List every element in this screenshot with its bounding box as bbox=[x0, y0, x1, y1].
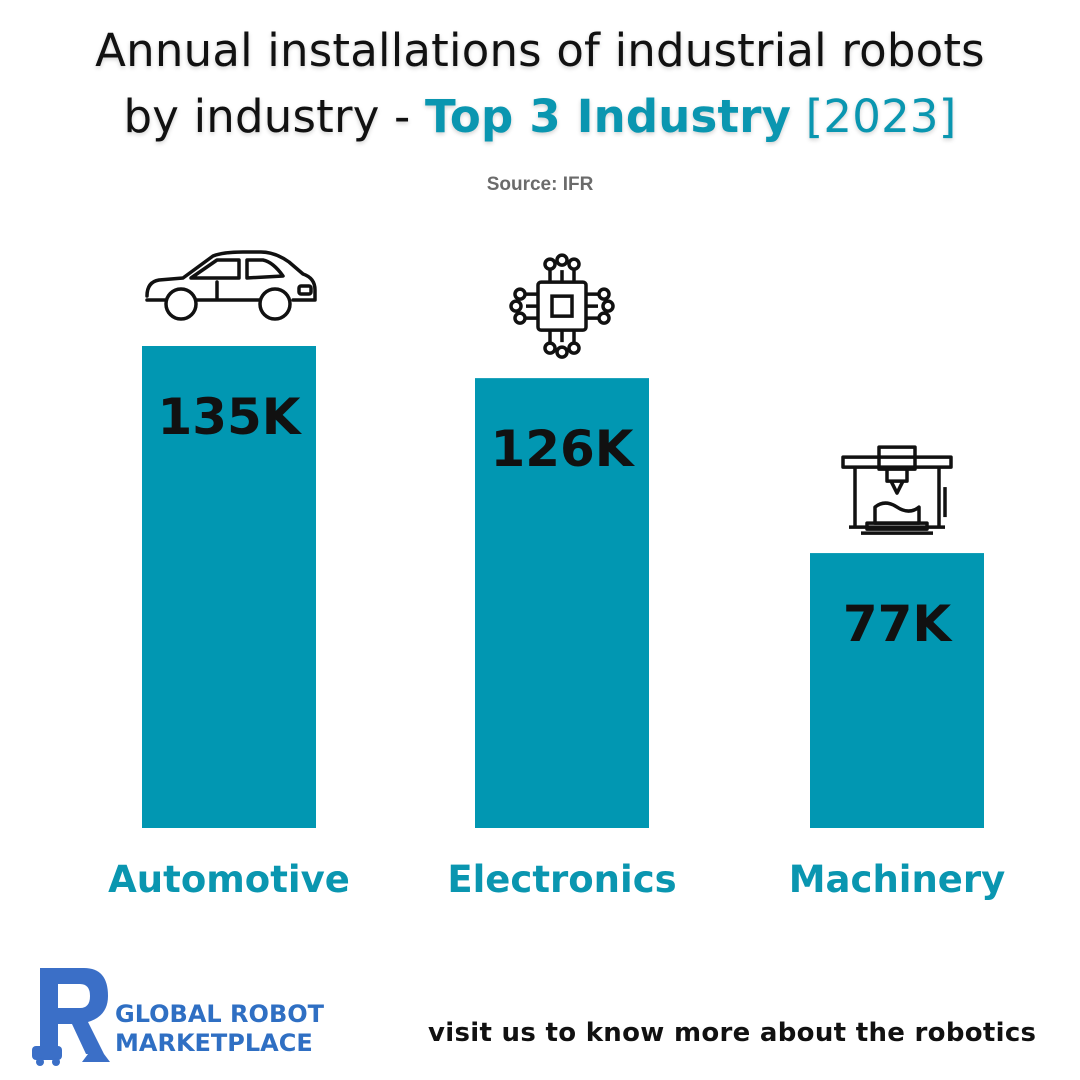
brand-logo-icon bbox=[32, 968, 110, 1066]
value-label-automotive: 135K bbox=[157, 388, 302, 446]
bar-automotive bbox=[142, 346, 316, 828]
chart-title: Annual installations of industrial robot… bbox=[0, 18, 1080, 150]
machine-icon bbox=[841, 445, 953, 535]
car-icon bbox=[145, 250, 317, 321]
title-line-1: Annual installations of industrial robot… bbox=[95, 24, 985, 77]
title-line-2: by industry - Top 3 Industry [2023] bbox=[0, 84, 1080, 150]
category-label-electronics: Electronics bbox=[447, 858, 676, 901]
title-highlight: Top 3 Industry bbox=[425, 90, 792, 143]
category-label-automotive: Automotive bbox=[108, 858, 350, 901]
value-label-electronics: 126K bbox=[490, 420, 635, 478]
title-prefix: by industry - bbox=[123, 90, 411, 143]
title-year: [2023] bbox=[805, 90, 957, 143]
brand-name: GLOBAL ROBOT MARKETPLACE bbox=[115, 1000, 324, 1058]
brand-line-2: MARKETPLACE bbox=[115, 1029, 313, 1057]
bar-machinery bbox=[810, 553, 984, 828]
value-label-machinery: 77K bbox=[843, 595, 954, 653]
brand-line-1: GLOBAL ROBOT bbox=[115, 1000, 325, 1028]
source-note: Source: IFR bbox=[486, 174, 594, 195]
bar-electronics bbox=[475, 378, 649, 828]
chip-icon bbox=[509, 253, 615, 359]
call-to-action: visit us to know more about the robotics bbox=[428, 1018, 1037, 1048]
bar-chart: 135K Automotive 126K Electronics 77K Machiner… bbox=[108, 250, 1006, 901]
category-label-machinery: Machinery bbox=[789, 858, 1006, 901]
